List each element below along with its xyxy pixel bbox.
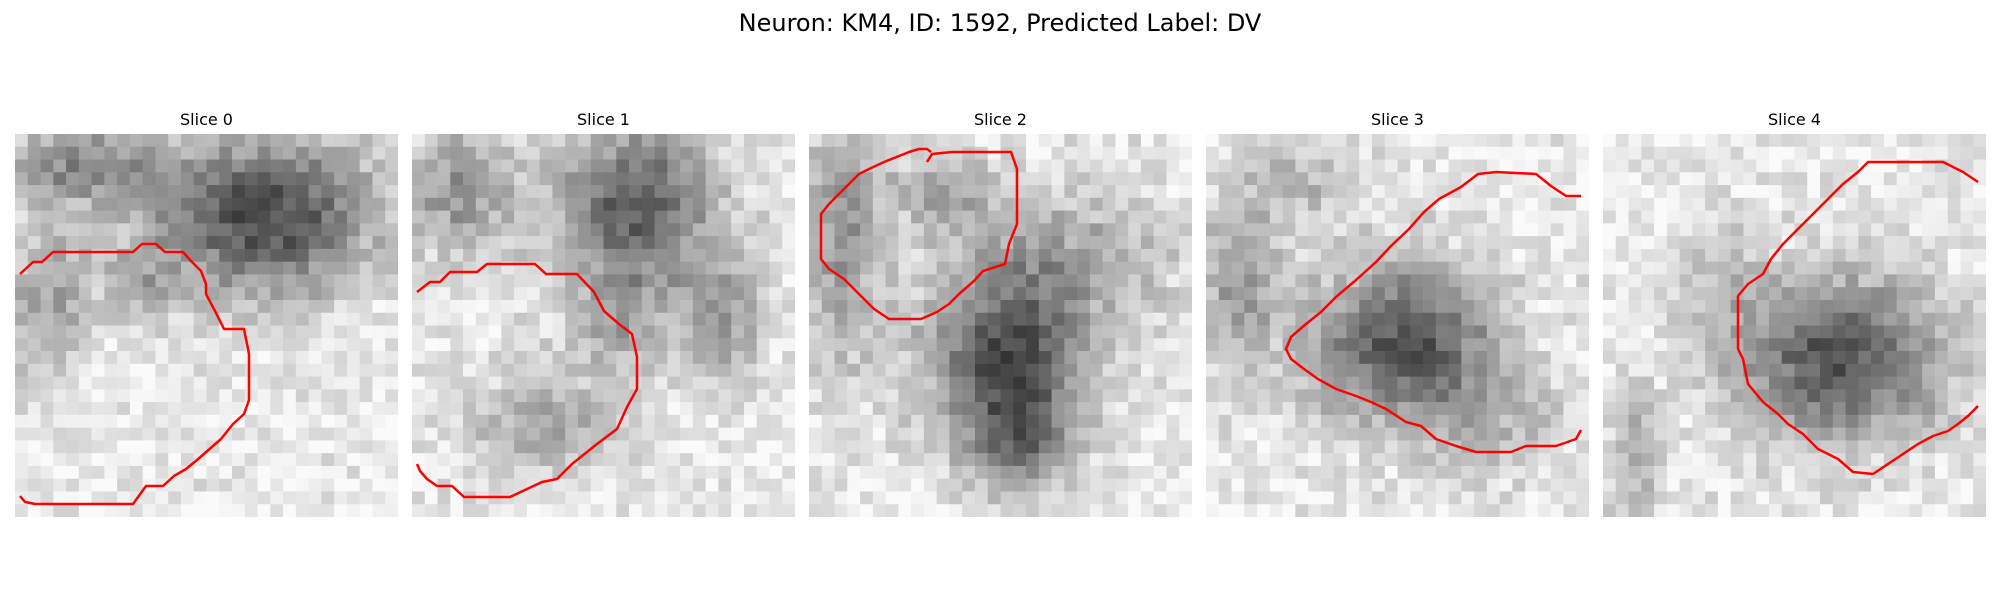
cell-contour (1284, 170, 1583, 454)
cell-contour (19, 242, 251, 506)
slice-image-1 (412, 134, 795, 517)
pixel-grid (412, 134, 795, 517)
pixel-grid (1206, 134, 1589, 517)
cell-contour (415, 262, 639, 499)
pixel-grid (809, 134, 1192, 517)
slice-title-2: Slice 2 (974, 110, 1027, 129)
slice-image-2 (809, 134, 1192, 517)
slice-title-3: Slice 3 (1371, 110, 1424, 129)
slice-micrograph (412, 134, 795, 517)
cell-contour (819, 147, 1019, 321)
slice-micrograph (1603, 134, 1986, 517)
slice-image-4 (1603, 134, 1986, 517)
pixel-grid (15, 134, 398, 517)
slice-image-0 (15, 134, 398, 517)
slice-micrograph (809, 134, 1192, 517)
slice-image-3 (1206, 134, 1589, 517)
cell-contour (1736, 160, 1979, 476)
slice-micrograph (1206, 134, 1589, 517)
slice-title-0: Slice 0 (180, 110, 233, 129)
figure-title: Neuron: KM4, ID: 1592, Predicted Label: … (738, 9, 1262, 37)
pixel-grid (1603, 134, 1986, 517)
slice-title-4: Slice 4 (1768, 110, 1821, 129)
slice-micrograph (15, 134, 398, 517)
slice-title-1: Slice 1 (577, 110, 630, 129)
